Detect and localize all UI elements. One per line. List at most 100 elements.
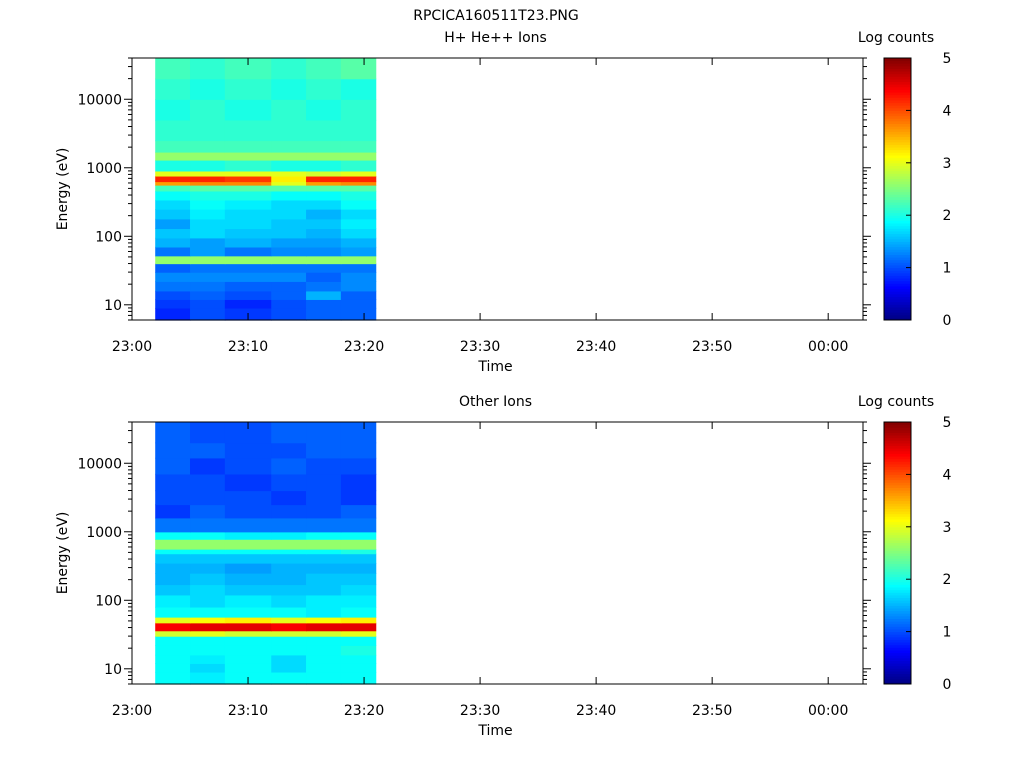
spectrogram-cell (306, 473, 342, 492)
spectrogram-cell (224, 531, 272, 540)
colorbar-segment (884, 670, 911, 675)
spectrogram-cell (271, 539, 307, 550)
colorbar-segment (884, 191, 911, 195)
colorbar-segment (884, 600, 911, 604)
spectrogram-cell (190, 617, 226, 624)
spectrogram-cell (271, 584, 307, 596)
colorbar-label: Log counts (858, 30, 934, 46)
spectrogram-cell (155, 237, 191, 248)
spectrogram-cell (340, 517, 377, 533)
colorbar-segment (884, 487, 911, 491)
colorbar-segment (884, 63, 911, 67)
spectrogram-cell (155, 218, 191, 230)
spectrogram-cell (190, 237, 226, 248)
spectrogram-cell (306, 99, 342, 121)
colorbar-segment (884, 217, 911, 221)
colorbar-segment (884, 173, 911, 177)
spectrogram-cell (224, 58, 272, 80)
colorbar-segment (884, 246, 911, 250)
spectrogram-cell (155, 663, 191, 673)
spectrogram-cell (190, 549, 226, 555)
spectrogram-cell (224, 490, 272, 506)
y-tick-label: 10 (104, 662, 122, 678)
spectrogram-cell (306, 553, 342, 564)
colorbar-segment (884, 212, 911, 216)
spectrogram-cell (340, 99, 377, 121)
colorbar-segment (884, 267, 911, 271)
spectrogram-cell (190, 490, 226, 506)
colorbar-segment (884, 194, 911, 198)
spectrogram-cell (155, 539, 191, 550)
spectrogram-cell (340, 218, 377, 230)
colorbar-segment (884, 429, 911, 433)
colorbar-segment (884, 482, 911, 486)
spectrogram-cell (271, 671, 307, 685)
colorbar-segment (884, 594, 911, 599)
colorbar: 0 1 2 3 4 5 Log counts (858, 394, 952, 693)
colorbar-segment (884, 503, 911, 507)
spectrogram-cell (340, 622, 377, 632)
spectrogram-cell (340, 181, 377, 186)
colorbar-tick-label: 2 (943, 572, 952, 588)
spectrogram-cell (155, 473, 191, 492)
colorbar-segment (884, 537, 911, 541)
x-axis: 23:00 23:10 23:20 23:30 23:40 23:50 00:00 Time (112, 422, 848, 739)
spectrogram-cell (224, 185, 272, 192)
colorbar-segment (884, 560, 911, 564)
colorbar-segment (884, 576, 911, 580)
spectrogram-cell (224, 457, 272, 475)
x-tick-label: 23:30 (460, 339, 500, 355)
colorbar-segment (884, 435, 911, 439)
spectrogram-cell (190, 531, 226, 540)
spectrogram-cell (155, 606, 191, 618)
spectrogram-cell (190, 422, 226, 444)
spectrogram-cell (224, 573, 272, 586)
colorbar-segment (884, 587, 911, 591)
spectrogram-cell (155, 170, 191, 177)
spectrogram-cell (224, 504, 272, 519)
spectrogram-cell (155, 422, 191, 444)
spectrogram-cell (155, 151, 191, 161)
spectrogram-cell (224, 228, 272, 239)
colorbar-segment (884, 223, 911, 227)
plot-frame (131, 421, 864, 685)
colorbar-segment (884, 304, 911, 308)
spectrogram-cell (340, 584, 377, 596)
colorbar-segment (884, 484, 911, 488)
spectrogram-cell (190, 159, 226, 172)
spectrogram-cell (340, 185, 377, 192)
spectrogram-cell (190, 654, 226, 664)
colorbar-segment (884, 516, 911, 520)
spectrogram-cell (155, 594, 191, 608)
spectrogram-cell (190, 255, 226, 265)
y-tick-label: 1000 (86, 161, 122, 177)
spectrogram-cell (271, 119, 307, 142)
colorbar-segment (884, 673, 911, 677)
spectrogram-cell (271, 299, 307, 309)
spectrogram-cell (224, 553, 272, 564)
colorbar-segment (884, 500, 911, 504)
colorbar-segment (884, 128, 911, 132)
colorbar-segment (884, 238, 911, 242)
spectrogram-cell (340, 58, 377, 80)
spectrogram-cell (340, 290, 377, 300)
spectrogram-cell (306, 140, 342, 153)
spectrogram-cell (155, 246, 191, 257)
spectrogram-cell (306, 422, 342, 444)
spectrogram-cell (155, 175, 191, 183)
spectrogram-cell (340, 549, 377, 555)
spectrogram-cell (155, 281, 191, 292)
spectrogram-cell (190, 78, 226, 100)
spectrogram-cell (271, 645, 307, 656)
colorbar-segment (884, 471, 911, 475)
colorbar-segment (884, 296, 911, 300)
spectrogram-cell (271, 228, 307, 239)
spectrogram-cell (306, 654, 342, 664)
spectrogram-cell (155, 140, 191, 153)
y-axis: 10 100 1000 10000 Energy (eV) (55, 421, 871, 685)
colorbar-segment (884, 647, 911, 651)
spectrogram-cell (224, 151, 272, 161)
colorbar-segment (884, 102, 911, 106)
colorbar-segment (884, 262, 911, 266)
spectrogram-cell (271, 563, 307, 574)
